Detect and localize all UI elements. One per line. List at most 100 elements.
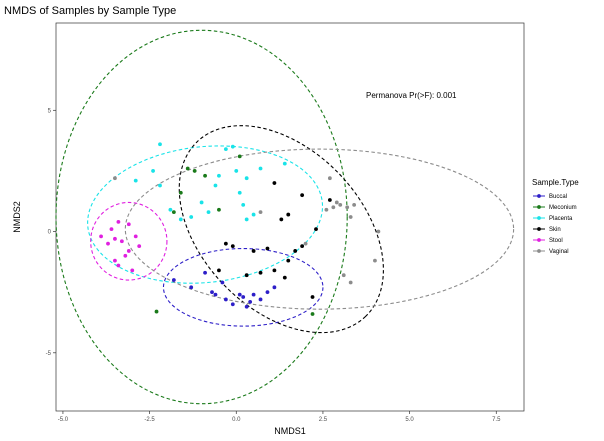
vaginal-point <box>345 205 350 210</box>
vaginal-point <box>324 207 329 212</box>
vaginal-point <box>341 273 346 278</box>
placenta-point <box>206 210 211 215</box>
meconium-point <box>237 154 242 159</box>
permanova-annotation: Permanova Pr(>F): 0.001 <box>366 91 457 100</box>
stool-point <box>116 263 121 268</box>
placenta-point <box>189 215 194 219</box>
buccal-point <box>272 285 277 290</box>
x-axis-label: NMDS1 <box>274 426 306 436</box>
stool-point <box>109 227 114 232</box>
buccal-point <box>220 280 225 285</box>
vaginal-point <box>334 200 339 205</box>
placenta-point <box>241 202 246 207</box>
buccal-point <box>230 302 235 307</box>
meconium-point <box>192 169 197 173</box>
placenta-ellipse <box>87 145 324 284</box>
skin-point <box>310 295 315 299</box>
stool-point <box>113 258 117 263</box>
skin-point <box>327 198 332 202</box>
stool-point <box>119 239 124 244</box>
legend: Sample.Type Buccal Meconium Placenta Skin St… <box>532 178 579 255</box>
placenta-point <box>178 217 183 222</box>
placenta-point <box>258 166 263 171</box>
skin-point <box>282 275 287 280</box>
skin-point <box>265 246 270 251</box>
vaginal-point <box>348 280 353 285</box>
placenta-point <box>230 144 235 149</box>
placenta-point <box>244 176 249 181</box>
skin-point <box>300 193 305 198</box>
meconium-point <box>310 312 315 316</box>
buccal-point <box>223 297 228 302</box>
legend-buccal-key-dot <box>537 194 541 198</box>
vaginal-point <box>348 215 353 219</box>
x-tick-label: 2.5 <box>319 417 328 423</box>
meconium-point <box>178 190 183 195</box>
confidence-ellipses <box>55 29 515 405</box>
placenta-point <box>251 212 256 217</box>
skin-ellipse <box>178 125 384 334</box>
buccal-point <box>244 304 249 309</box>
y-axis-label: NMDS2 <box>12 201 22 233</box>
placenta-point <box>234 169 239 173</box>
stool-point <box>133 234 138 239</box>
stool-point <box>99 234 103 239</box>
buccal-point <box>251 292 256 297</box>
skin-point <box>230 244 235 249</box>
x-axis-ticks: -5.0 -2.5 0.0 2.5 5.0 7.5 <box>58 411 501 423</box>
vaginal-point <box>331 205 336 210</box>
vaginal-ellipse <box>124 148 515 310</box>
x-tick-label: 5.0 <box>405 417 414 423</box>
buccal-point <box>171 278 176 282</box>
buccal-point <box>248 299 253 304</box>
legend-meconium-key-dot <box>537 205 541 209</box>
x-tick-label: 7.5 <box>492 417 501 423</box>
placenta-point <box>237 190 242 195</box>
y-tick-label: 5 <box>48 108 52 114</box>
skin-point <box>314 227 318 232</box>
legend-skin-label: Skin <box>549 227 561 233</box>
placenta-point <box>151 169 155 173</box>
legend-placenta-key-dot <box>537 216 541 220</box>
buccal-point <box>210 290 214 295</box>
y-tick-label: 0 <box>48 230 52 236</box>
placenta-point <box>217 173 221 178</box>
placenta-point <box>199 200 204 205</box>
legend-skin-key-dot <box>537 227 541 231</box>
legend-meconium-label: Meconium <box>549 205 577 211</box>
skin-point <box>279 217 284 222</box>
meconium-point <box>154 309 159 314</box>
placenta-point <box>168 207 173 212</box>
vaginal-point <box>338 202 343 207</box>
buccal-point <box>203 270 207 275</box>
skin-point <box>286 258 291 263</box>
x-tick-label: -5.0 <box>58 417 69 423</box>
skin-point <box>293 249 298 253</box>
legend-buccal-label: Buccal <box>549 194 567 200</box>
skin-point <box>258 270 263 275</box>
x-tick-label: 0.0 <box>232 417 241 423</box>
buccal-point <box>189 285 194 290</box>
stool-point <box>123 253 128 258</box>
stool-ellipse <box>90 201 168 281</box>
skin-point <box>244 273 249 278</box>
legend-vaginal-key-dot <box>537 249 541 253</box>
skin-point <box>272 268 277 273</box>
data-points <box>99 142 381 316</box>
placenta-point <box>223 147 228 152</box>
legend-stool-key-dot <box>537 238 541 242</box>
stool-point <box>126 249 131 253</box>
meconium-ellipse <box>55 29 348 405</box>
stool-point <box>116 219 121 224</box>
legend-vaginal-label: Vaginal <box>549 249 569 255</box>
skin-point <box>272 181 277 185</box>
skin-point <box>217 268 221 273</box>
vaginal-point <box>258 210 263 215</box>
legend-title: Sample.Type <box>532 178 579 187</box>
placenta-point <box>244 217 249 222</box>
meconium-point <box>217 207 221 212</box>
skin-point <box>251 249 256 253</box>
skin-point <box>300 244 305 249</box>
buccal-point <box>265 290 270 295</box>
